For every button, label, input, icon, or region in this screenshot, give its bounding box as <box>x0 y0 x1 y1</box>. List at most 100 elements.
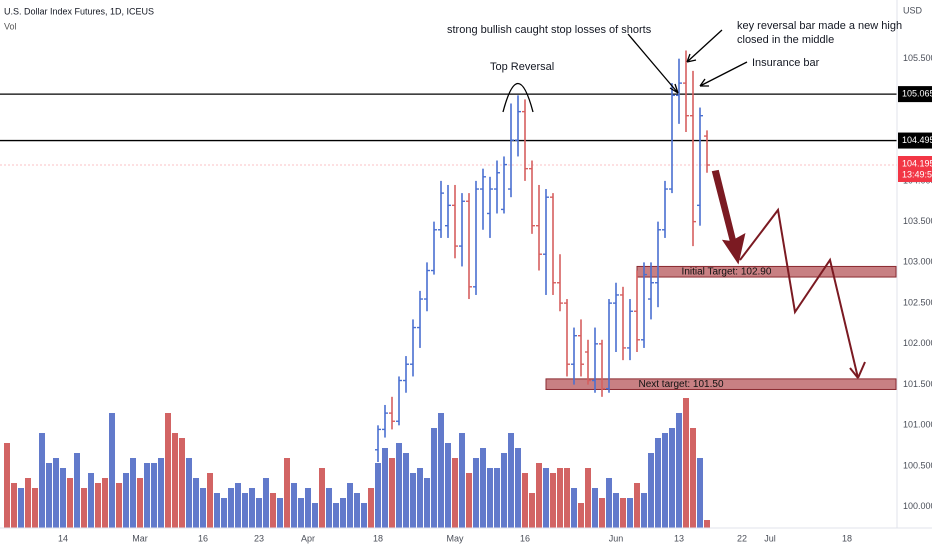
volume-bar <box>347 483 353 528</box>
volume-bar <box>144 463 150 528</box>
volume-bar <box>396 443 402 528</box>
chart-title: U.S. Dollar Index Futures, 1D, ICEUS <box>4 6 154 16</box>
plot-area: Initial Target: 102.90 Next target: 101.5… <box>0 50 897 528</box>
volume-bar <box>25 478 31 528</box>
volume-bar <box>459 433 465 528</box>
volume-bar <box>207 473 213 528</box>
arrowhead <box>849 361 866 379</box>
y-tick-label: 101.000 <box>903 420 932 430</box>
x-tick-label: 22 <box>737 533 747 543</box>
x-tick-label: Jul <box>764 533 776 543</box>
volume-bar <box>389 458 395 528</box>
volume-bar <box>158 458 164 528</box>
volume-bar <box>634 483 640 528</box>
volume-bar <box>564 468 570 528</box>
volume-bar <box>536 463 542 528</box>
volume-bar <box>599 498 605 528</box>
volume-bar <box>284 458 290 528</box>
volume-bar <box>641 493 647 528</box>
volume-bar <box>445 443 451 528</box>
volume-bar <box>578 503 584 528</box>
x-tick-label: 16 <box>520 533 530 543</box>
volume-bar <box>494 468 500 528</box>
volume-bar <box>655 438 661 528</box>
y-tick-label: 105.500 <box>903 53 932 63</box>
y-tick-label: 101.500 <box>903 379 932 389</box>
x-tick-label: 18 <box>842 533 852 543</box>
arrow <box>686 29 723 63</box>
volume-bar <box>193 478 199 528</box>
volume-bar <box>319 468 325 528</box>
last-price-box <box>898 156 932 182</box>
volume-bar <box>32 488 38 528</box>
volume-bar <box>480 448 486 528</box>
volume-bar <box>39 433 45 528</box>
volume-bar <box>137 478 143 528</box>
price-box-label: 104.495 <box>902 135 932 145</box>
price-box <box>898 132 932 149</box>
arrow <box>699 61 748 87</box>
volume-bar <box>200 488 206 528</box>
volume-bar <box>242 493 248 528</box>
volume-bar <box>697 458 703 528</box>
volume-bar <box>165 413 171 528</box>
volume-bar <box>690 428 696 528</box>
arc <box>502 82 534 113</box>
volume-bar <box>53 458 59 528</box>
volume-bar <box>60 468 66 528</box>
x-tick-label: 23 <box>254 533 264 543</box>
volume-bar <box>88 473 94 528</box>
indicator-label: Vol <box>4 21 17 31</box>
volume-bar <box>606 478 612 528</box>
volume-bar <box>704 520 710 528</box>
volume-bar <box>508 433 514 528</box>
volume-bar <box>529 493 535 528</box>
annotation: closed in the middle <box>737 34 834 46</box>
volume-bar <box>662 433 668 528</box>
zone-label: Initial Target: 102.90 <box>682 266 772 277</box>
volume-bar <box>382 448 388 528</box>
volume-bar <box>235 483 241 528</box>
volume-bar <box>11 483 17 528</box>
volume-bar <box>95 483 101 528</box>
price-box <box>898 86 932 103</box>
volume-bar <box>186 458 192 528</box>
x-tick-label: May <box>446 533 464 543</box>
volume-bar <box>270 493 276 528</box>
volume-bar <box>627 498 633 528</box>
volume-bar <box>277 498 283 528</box>
volume-bar <box>221 498 227 528</box>
y-tick-label: 103.000 <box>903 257 932 267</box>
volume-bar <box>172 433 178 528</box>
volume-bar <box>298 498 304 528</box>
volume-bar <box>683 398 689 528</box>
volume-bar <box>403 453 409 528</box>
volume-bar <box>312 503 318 528</box>
x-tick-label: Apr <box>301 533 315 543</box>
volume-bar <box>515 448 521 528</box>
volume-bar <box>109 413 115 528</box>
volume-bar <box>571 488 577 528</box>
annotation: strong bullish caught stop losses of sho… <box>447 24 652 36</box>
zone-label: Next target: 101.50 <box>638 379 723 390</box>
volume-bar <box>438 413 444 528</box>
volume-bar <box>424 478 430 528</box>
volume-bar <box>613 493 619 528</box>
x-tick-label: 16 <box>198 533 208 543</box>
annotation-drawings <box>502 29 748 113</box>
volume-bar <box>291 483 297 528</box>
volume-bar <box>585 468 591 528</box>
volume-bar <box>473 458 479 528</box>
y-tick-label: 103.500 <box>903 216 932 226</box>
annotation: key reversal bar made a new high <box>737 20 902 32</box>
volume-bar <box>354 493 360 528</box>
volume-bar <box>263 478 269 528</box>
volume-bar <box>452 458 458 528</box>
volume-bar <box>466 473 472 528</box>
volume-bar <box>18 488 24 528</box>
x-tick-label: Jun <box>609 533 624 543</box>
volume-bar <box>361 503 367 528</box>
volume-bar <box>487 468 493 528</box>
price-box-label: 105.065 <box>902 88 932 98</box>
